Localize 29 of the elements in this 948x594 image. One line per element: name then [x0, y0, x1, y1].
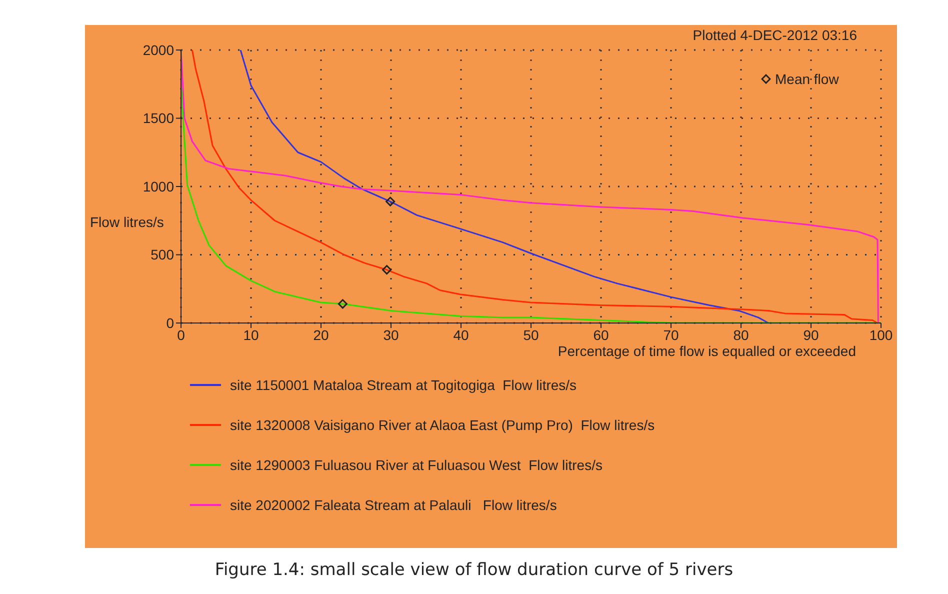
legend-label: site 1150001 Mataloa Stream at Togitogiga Flow litres/s: [230, 377, 577, 393]
x-tick-label: 40: [453, 326, 469, 343]
point: [382, 265, 392, 275]
legend-label: site 1320008 Vaisigano River at Alaoa East (Pump Pro) Flow litres/s: [230, 417, 655, 433]
x-tick-label: 50: [523, 326, 539, 343]
y-tick-label: 1000: [142, 178, 174, 194]
legend-label: Mean flow: [775, 71, 839, 87]
line-series: [240, 50, 770, 323]
y-axis-title: Flow litres/s: [90, 214, 164, 230]
x-tick-label: 80: [733, 326, 749, 343]
legend-label: site 1290003 Fuluasou River at Fuluasou West Flow litres/s: [230, 457, 602, 473]
y-tick-label: 0: [166, 314, 174, 331]
y-tick-label: 1500: [142, 110, 174, 126]
x-tick-label: 30: [383, 326, 399, 343]
x-tick-label: 0: [177, 326, 186, 343]
x-axis-title: Percentage of time flow is equalled or exceeded: [558, 343, 856, 359]
y-tick-label: 500: [150, 246, 174, 263]
text: Plotted 4-DEC-2012 03:16: [692, 27, 857, 43]
x-tick-label: 60: [593, 326, 609, 343]
legend-label: site 2020002 Faleata Stream at Palauli Flow litres/s: [230, 497, 557, 513]
point: [386, 196, 396, 206]
x-tick-label: 90: [803, 326, 819, 343]
y-tick-label: 2000: [142, 42, 174, 58]
x-tick-label: 100: [869, 326, 893, 343]
x-tick-label: 20: [313, 326, 329, 343]
x-tick-label: 70: [663, 326, 679, 343]
x-tick-label: 10: [243, 326, 259, 343]
caption: Figure 1.4: small scale view of flow duration curve of 5 rivers: [214, 560, 734, 580]
point: [338, 299, 348, 309]
